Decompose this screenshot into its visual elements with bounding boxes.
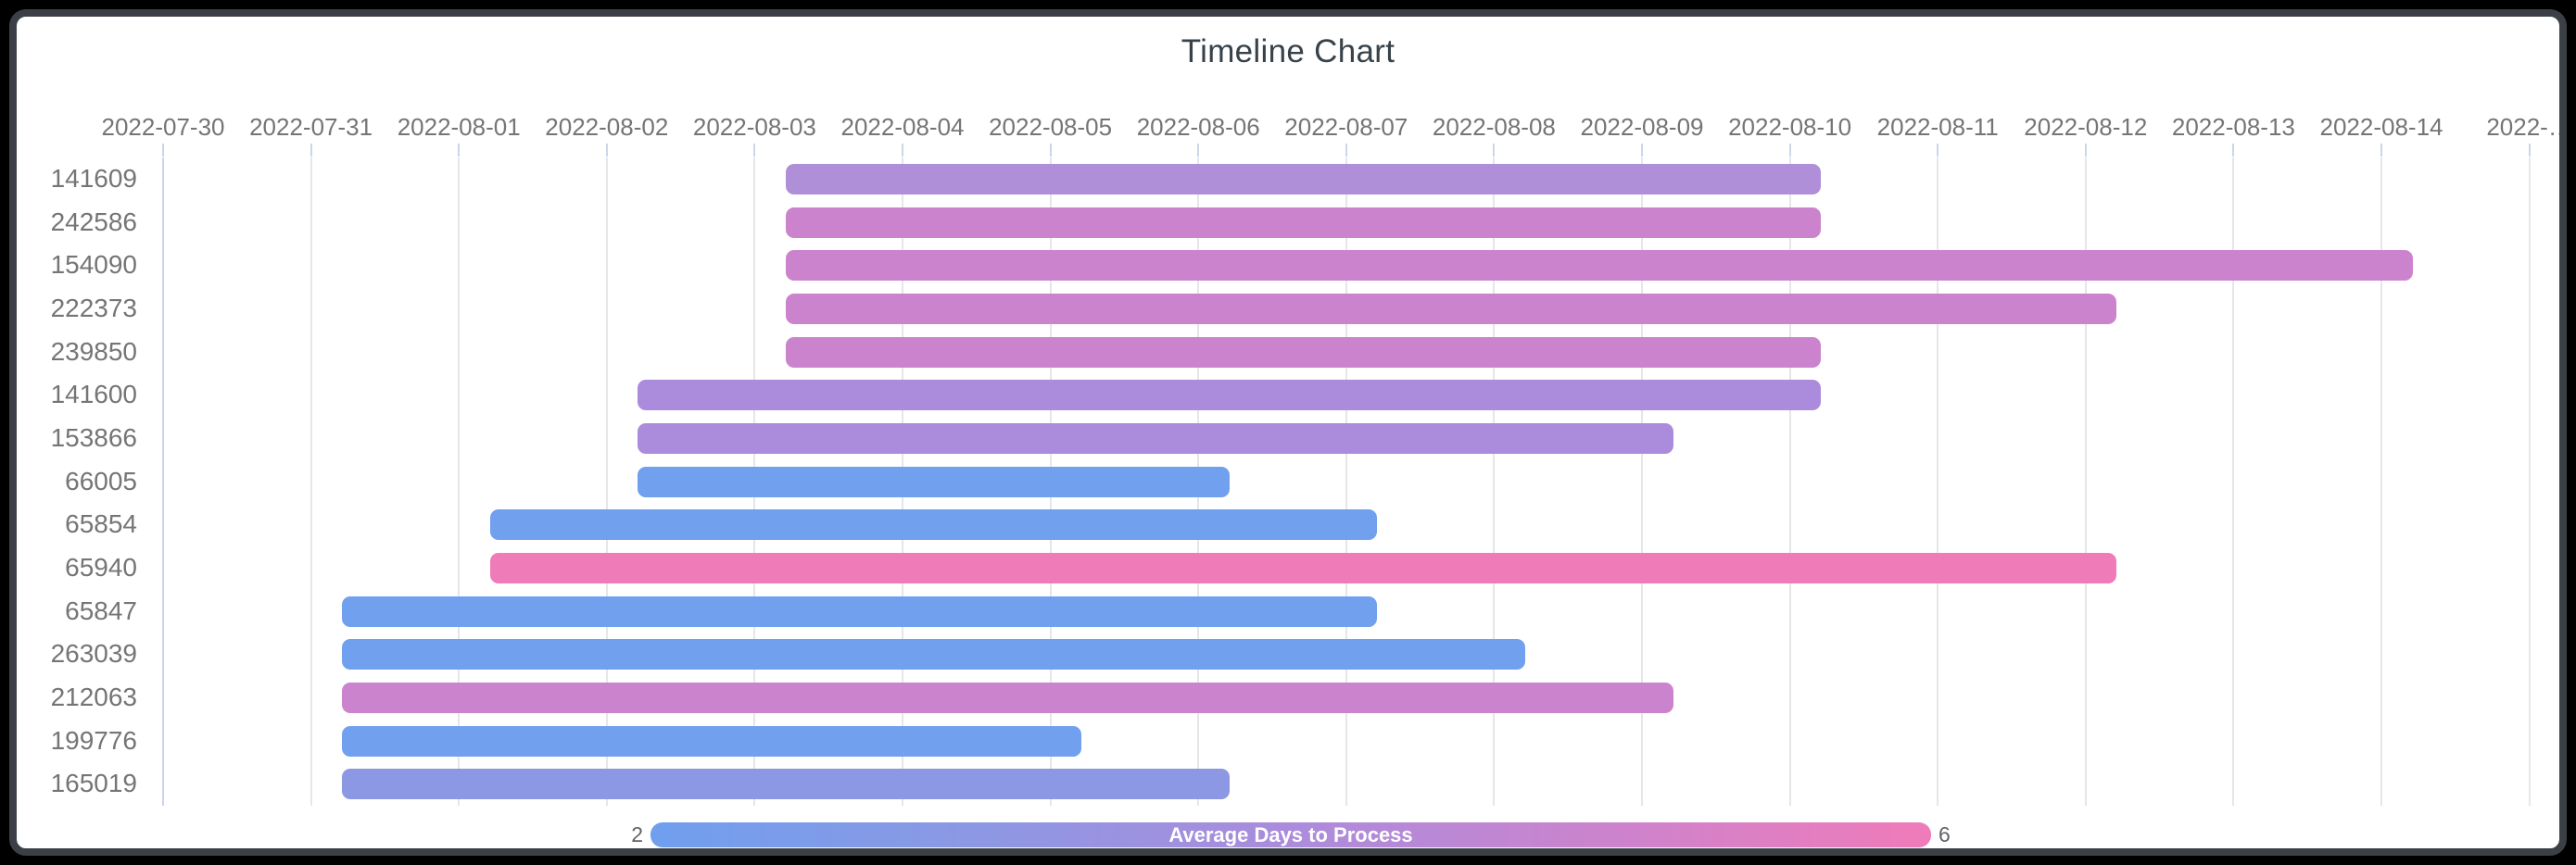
- y-axis-row-label: 65847: [65, 595, 137, 625]
- y-axis-row-label: 199776: [50, 725, 137, 755]
- axis-tick: [753, 144, 756, 157]
- axis-tick: [162, 144, 164, 157]
- legend-min-value: 2: [631, 822, 643, 846]
- gridline: [1788, 157, 1791, 806]
- y-axis-row-label: 153866: [50, 423, 137, 453]
- x-axis-tick-label: 2022-08-06: [1136, 113, 1260, 141]
- x-axis-tick-label: 2022-08-11: [1876, 113, 1999, 141]
- axis-tick: [2084, 144, 2087, 157]
- y-axis-row-label: 141609: [50, 164, 137, 193]
- timeline-bar[interactable]: [785, 207, 1822, 238]
- legend-gradient-bar: Average Days to Process: [650, 822, 1931, 847]
- axis-tick: [1197, 144, 1200, 157]
- axis-tick: [1788, 144, 1791, 157]
- gridline: [1493, 157, 1496, 806]
- axis-tick: [2528, 144, 2531, 157]
- timeline-bar[interactable]: [785, 250, 2413, 282]
- gridline: [2232, 157, 2235, 806]
- timeline-bar[interactable]: [342, 595, 1378, 627]
- y-axis-row-label: 154090: [50, 250, 137, 280]
- x-axis-tick-label: 2022-08-07: [1284, 113, 1408, 141]
- chart-card: Timeline Chart 2022-07-30 2022-07-31 2022-…: [9, 9, 2567, 856]
- axis-tick: [2232, 144, 2235, 157]
- y-axis-row-label: 212063: [50, 683, 137, 712]
- timeline-bar[interactable]: [785, 163, 1822, 194]
- legend-max-value: 6: [1938, 822, 1951, 846]
- gridline: [1641, 157, 1643, 806]
- x-axis-tick-label: 2022-08-10: [1728, 113, 1852, 141]
- timeline-bar[interactable]: [638, 422, 1673, 454]
- gridline: [1937, 157, 1939, 806]
- y-axis-row-label: 239850: [50, 336, 137, 366]
- timeline-bar[interactable]: [489, 509, 1378, 541]
- axis-tick: [1345, 144, 1347, 157]
- timeline-bar[interactable]: [342, 639, 1525, 671]
- x-axis-tick-label: 2022-08-04: [840, 113, 965, 141]
- axis-tick: [1937, 144, 1939, 157]
- timeline-bar[interactable]: [342, 769, 1230, 800]
- x-axis-tick-label: 2022-07-30: [101, 113, 225, 141]
- x-axis-tick-label: 2022-08-12: [2024, 113, 2148, 141]
- x-axis-tick-label: 2022-…: [2486, 113, 2567, 141]
- timeline-chart: Timeline Chart 2022-07-30 2022-07-31 2022-…: [17, 17, 2567, 848]
- gridline: [458, 157, 461, 806]
- axis-tick: [458, 144, 461, 157]
- y-axis-row-label: 263039: [50, 639, 137, 669]
- gridline: [2084, 157, 2087, 806]
- y-axis-row-label: 222373: [50, 294, 137, 322]
- x-axis-tick-label: 2022-08-09: [1580, 113, 1704, 141]
- timeline-bar[interactable]: [785, 336, 1822, 368]
- timeline-bar[interactable]: [785, 293, 2117, 324]
- x-axis-tick-label: 2022-07-31: [249, 113, 373, 141]
- timeline-bar[interactable]: [342, 682, 1673, 713]
- gridline: [162, 157, 164, 806]
- axis-tick: [309, 144, 312, 157]
- x-axis-tick-label: 2022-08-14: [2319, 113, 2443, 141]
- axis-tick: [2380, 144, 2382, 157]
- x-axis-tick-label: 2022-08-03: [692, 113, 816, 141]
- y-axis-row-label: 141600: [50, 380, 137, 409]
- timeline-bar[interactable]: [638, 466, 1230, 497]
- gridline: [1345, 157, 1347, 806]
- x-axis-tick-label: 2022-08-05: [989, 113, 1113, 141]
- x-axis-tick-label: 2022-08-02: [545, 113, 669, 141]
- chart-title: Timeline Chart: [1181, 33, 1395, 69]
- timeline-bar[interactable]: [489, 552, 2117, 583]
- y-axis-row-label: 165019: [50, 769, 137, 798]
- gridline: [605, 157, 608, 806]
- y-axis-row-label: 65854: [65, 509, 137, 539]
- y-axis-row-label: 242586: [50, 207, 137, 236]
- axis-tick: [1493, 144, 1496, 157]
- x-axis-tick-label: 2022-08-13: [2171, 113, 2295, 141]
- gridline: [2380, 157, 2382, 806]
- x-axis-tick-label: 2022-08-01: [397, 113, 521, 141]
- legend-label: Average Days to Process: [1168, 822, 1413, 846]
- x-axis-tick-label: 2022-08-08: [1432, 113, 1556, 141]
- gridline: [309, 157, 312, 806]
- gridline: [2528, 157, 2531, 806]
- axis-tick: [1049, 144, 1052, 157]
- y-axis-row-label: 65940: [65, 553, 137, 583]
- axis-tick: [1641, 144, 1643, 157]
- axis-tick: [605, 144, 608, 157]
- axis-tick: [902, 144, 903, 157]
- timeline-bar[interactable]: [342, 725, 1082, 757]
- y-axis-row-label: 66005: [65, 466, 137, 495]
- timeline-bar[interactable]: [638, 380, 1822, 411]
